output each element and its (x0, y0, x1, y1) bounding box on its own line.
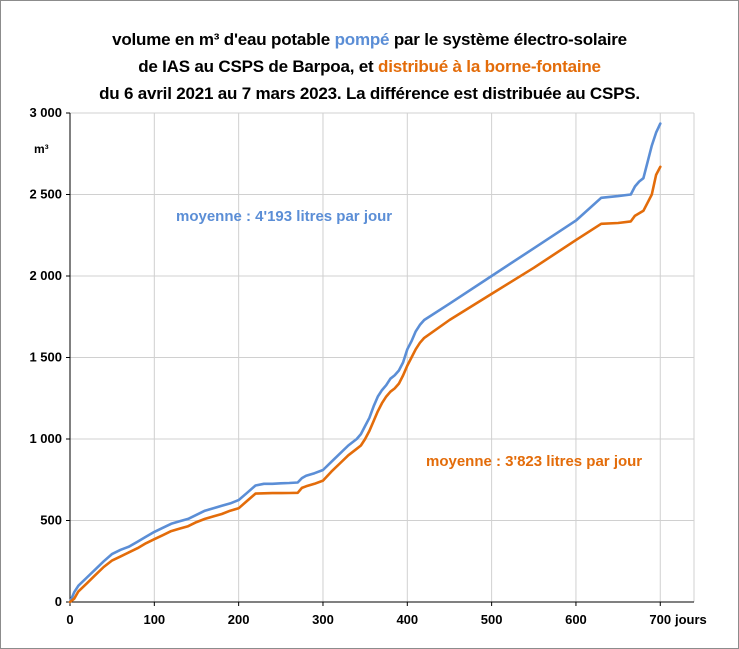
x-tick-label: 500 (481, 612, 503, 627)
y-axis-unit-label: m³ (34, 142, 49, 156)
x-tick-label: 200 (228, 612, 250, 627)
annotation-pumped-average: moyenne : 4'193 litres par jour (176, 208, 392, 225)
y-tick-label: 2 500 (29, 187, 62, 202)
x-tick-label: 0 (66, 612, 73, 627)
y-tick-label: 1 500 (29, 350, 62, 365)
series-line-pumped (68, 122, 662, 604)
x-tick-label: 300 (312, 612, 334, 627)
title-line-2: de IAS au CSPS de Barpoa, et distribué à… (0, 53, 739, 80)
title-line-1: volume en m³ d'eau potable pompé par le … (0, 26, 739, 53)
title-line-3: du 6 avril 2021 au 7 mars 2023. La diffé… (99, 84, 640, 103)
x-axis-unit-label: jours (674, 612, 707, 627)
y-tick-label: 1 000 (29, 431, 62, 446)
chart-title: volume en m³ d'eau potable pompé par le … (0, 26, 739, 107)
annotation-distributed-average: moyenne : 3'823 litres par jour (426, 453, 642, 470)
title-distributed-phrase: distribué à la borne-fontaine (378, 57, 601, 76)
x-tick-label: 400 (396, 612, 418, 627)
x-tick-label: 100 (143, 612, 165, 627)
series-lines (68, 122, 662, 604)
y-tick-label: 3 000 (29, 105, 62, 120)
title-pumped-word: pompé (334, 30, 390, 49)
y-tick-label: 500 (40, 513, 62, 528)
title-text: de IAS au CSPS de Barpoa, et (138, 57, 379, 76)
axes (66, 112, 694, 606)
x-tick-label: 600 (565, 612, 587, 627)
y-tick-label: 2 000 (29, 268, 62, 283)
title-text: par le système électro-solaire (389, 30, 627, 49)
title-text: volume en m³ d'eau potable (112, 30, 335, 49)
x-tick-label: 700 (649, 612, 671, 627)
grid (70, 112, 695, 602)
series-line-distributed (68, 165, 662, 604)
tick-labels: 0 500 1 000 1 500 2 000 2 500 3 000 0 100 200 300 4… (29, 105, 671, 627)
y-tick-label: 0 (55, 594, 62, 609)
